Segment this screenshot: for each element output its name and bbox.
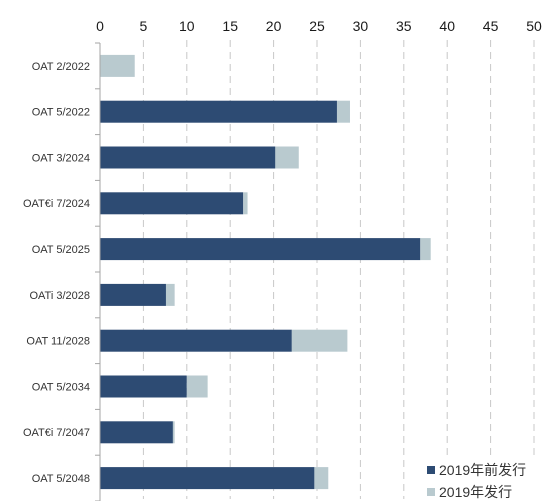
bar-segment-2019 (186, 375, 208, 398)
x-tick-label: 35 (396, 18, 412, 34)
bar-segment-2019 (314, 467, 329, 490)
x-tick-label: 5 (140, 18, 148, 34)
bar-segment-before-2019 (100, 329, 292, 352)
legend-marker-before-2019 (427, 466, 435, 474)
x-tick-label: 50 (526, 18, 542, 34)
category-label: OAT 2/2022 (32, 61, 90, 73)
bar-segment-before-2019 (100, 192, 244, 215)
bar-segment-2019 (291, 329, 348, 352)
x-tick-label: 10 (179, 18, 195, 34)
category-label: OAT 3/2024 (32, 152, 90, 164)
bar-segment-before-2019 (100, 283, 166, 306)
legend-label-before-2019: 2019年前发行 (439, 462, 526, 478)
bar-segment-before-2019 (100, 238, 421, 261)
x-tick-label: 0 (96, 18, 104, 34)
bar-segment-2019 (420, 238, 431, 261)
bars (100, 54, 431, 490)
category-label: OAT 5/2022 (32, 107, 90, 119)
x-tick-label: 40 (439, 18, 455, 34)
category-label: OAT 11/2028 (26, 336, 90, 348)
legend-label-2019: 2019年发行 (439, 484, 512, 500)
bar-segment-before-2019 (100, 421, 173, 444)
bar-segment-2019 (275, 146, 299, 169)
bar-segment-before-2019 (100, 375, 187, 398)
category-label: OAT€i 7/2024 (23, 198, 90, 210)
bar-segment-2019 (172, 421, 175, 444)
legend: 2019年前发行 2019年发行 (422, 460, 540, 501)
category-label: OAT€i 7/2047 (23, 427, 90, 439)
axes (95, 42, 101, 501)
x-tick-label: 30 (353, 18, 369, 34)
legend-marker-2019 (427, 488, 435, 496)
category-label: OATi 3/2028 (29, 290, 90, 302)
x-tick-label: 45 (483, 18, 499, 34)
x-tick-label: 20 (266, 18, 282, 34)
labels: 0 5 10 15 20 25 30 35 40 45 50 OAT 2/2022 OAT 5/2022… (23, 18, 542, 485)
category-label: OAT 5/2034 (32, 381, 90, 393)
bar-segment-2019 (243, 192, 248, 215)
bar-segment-2019 (336, 100, 350, 123)
bar-segment-before-2019 (100, 100, 337, 123)
bar-segment-2019 (165, 283, 175, 306)
legend-background (422, 460, 540, 501)
x-tick-label: 25 (309, 18, 325, 34)
bar-segment-2019 (100, 54, 135, 77)
x-tick-label: 15 (222, 18, 238, 34)
bar-segment-before-2019 (100, 146, 276, 169)
category-label: OAT 5/2025 (32, 244, 90, 256)
category-label: OAT 5/2048 (32, 473, 90, 485)
bar-segment-before-2019 (100, 467, 315, 490)
